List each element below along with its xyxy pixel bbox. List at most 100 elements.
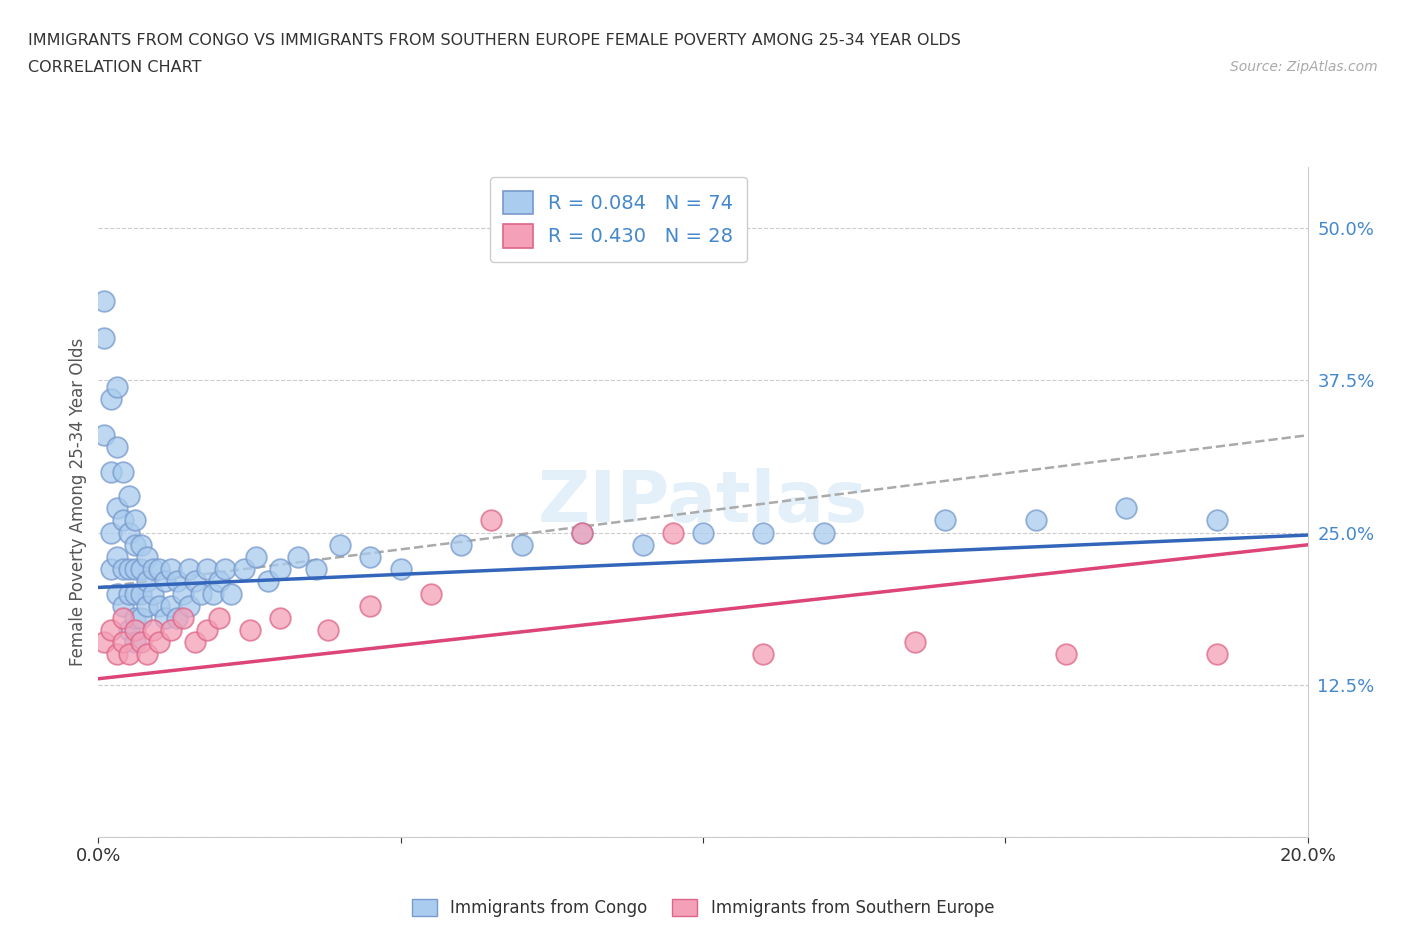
Y-axis label: Female Poverty Among 25-34 Year Olds: Female Poverty Among 25-34 Year Olds — [69, 339, 87, 666]
Point — [172, 610, 194, 625]
Point — [419, 586, 441, 601]
Point — [166, 574, 188, 589]
Point — [287, 550, 309, 565]
Point — [153, 574, 176, 589]
Point — [510, 538, 533, 552]
Point — [752, 525, 775, 540]
Point — [813, 525, 835, 540]
Point — [239, 622, 262, 637]
Point — [142, 586, 165, 601]
Point — [142, 622, 165, 637]
Point — [1024, 513, 1046, 528]
Point — [111, 513, 134, 528]
Point — [124, 586, 146, 601]
Point — [100, 525, 122, 540]
Point — [256, 574, 278, 589]
Point — [148, 635, 170, 650]
Point — [221, 586, 243, 601]
Point — [177, 598, 201, 613]
Point — [692, 525, 714, 540]
Point — [111, 610, 134, 625]
Point — [208, 574, 231, 589]
Point — [571, 525, 593, 540]
Point — [135, 647, 157, 662]
Point — [118, 647, 141, 662]
Point — [111, 635, 134, 650]
Text: ZIPatlas: ZIPatlas — [538, 468, 868, 537]
Point — [160, 622, 183, 637]
Point — [153, 610, 176, 625]
Point — [160, 562, 183, 577]
Point — [135, 550, 157, 565]
Point — [195, 622, 218, 637]
Point — [142, 562, 165, 577]
Point — [124, 513, 146, 528]
Point — [360, 550, 382, 565]
Point — [269, 562, 291, 577]
Point — [934, 513, 956, 528]
Point — [450, 538, 472, 552]
Point — [93, 294, 115, 309]
Point — [93, 635, 115, 650]
Point — [481, 513, 503, 528]
Point — [752, 647, 775, 662]
Point — [105, 550, 128, 565]
Point — [631, 538, 654, 552]
Point — [1206, 647, 1229, 662]
Point — [208, 610, 231, 625]
Point — [100, 562, 122, 577]
Point — [269, 610, 291, 625]
Point — [124, 538, 146, 552]
Point — [190, 586, 212, 601]
Point — [184, 574, 207, 589]
Point — [1054, 647, 1077, 662]
Point — [172, 586, 194, 601]
Point — [245, 550, 267, 565]
Text: CORRELATION CHART: CORRELATION CHART — [28, 60, 201, 75]
Legend: Immigrants from Congo, Immigrants from Southern Europe: Immigrants from Congo, Immigrants from S… — [405, 892, 1001, 923]
Point — [111, 464, 134, 479]
Text: Source: ZipAtlas.com: Source: ZipAtlas.com — [1230, 60, 1378, 74]
Point — [118, 622, 141, 637]
Point — [105, 379, 128, 394]
Point — [111, 598, 134, 613]
Point — [111, 562, 134, 577]
Point — [105, 501, 128, 516]
Point — [105, 440, 128, 455]
Point — [118, 562, 141, 577]
Point — [118, 488, 141, 503]
Point — [184, 635, 207, 650]
Point — [93, 428, 115, 443]
Point — [202, 586, 225, 601]
Point — [100, 392, 122, 406]
Point — [129, 538, 152, 552]
Point — [571, 525, 593, 540]
Point — [135, 598, 157, 613]
Point — [93, 330, 115, 345]
Text: IMMIGRANTS FROM CONGO VS IMMIGRANTS FROM SOUTHERN EUROPE FEMALE POVERTY AMONG 25: IMMIGRANTS FROM CONGO VS IMMIGRANTS FROM… — [28, 33, 960, 47]
Point — [177, 562, 201, 577]
Point — [316, 622, 339, 637]
Point — [124, 635, 146, 650]
Point — [118, 586, 141, 601]
Point — [1115, 501, 1137, 516]
Point — [904, 635, 927, 650]
Point — [105, 586, 128, 601]
Point — [214, 562, 236, 577]
Point — [124, 562, 146, 577]
Point — [661, 525, 683, 540]
Point — [135, 574, 157, 589]
Point — [166, 610, 188, 625]
Point — [124, 622, 146, 637]
Point — [1206, 513, 1229, 528]
Point — [389, 562, 412, 577]
Point — [100, 622, 122, 637]
Point — [160, 598, 183, 613]
Point — [124, 610, 146, 625]
Point — [105, 647, 128, 662]
Point — [129, 562, 152, 577]
Point — [129, 635, 152, 650]
Point — [148, 562, 170, 577]
Point — [305, 562, 328, 577]
Point — [329, 538, 352, 552]
